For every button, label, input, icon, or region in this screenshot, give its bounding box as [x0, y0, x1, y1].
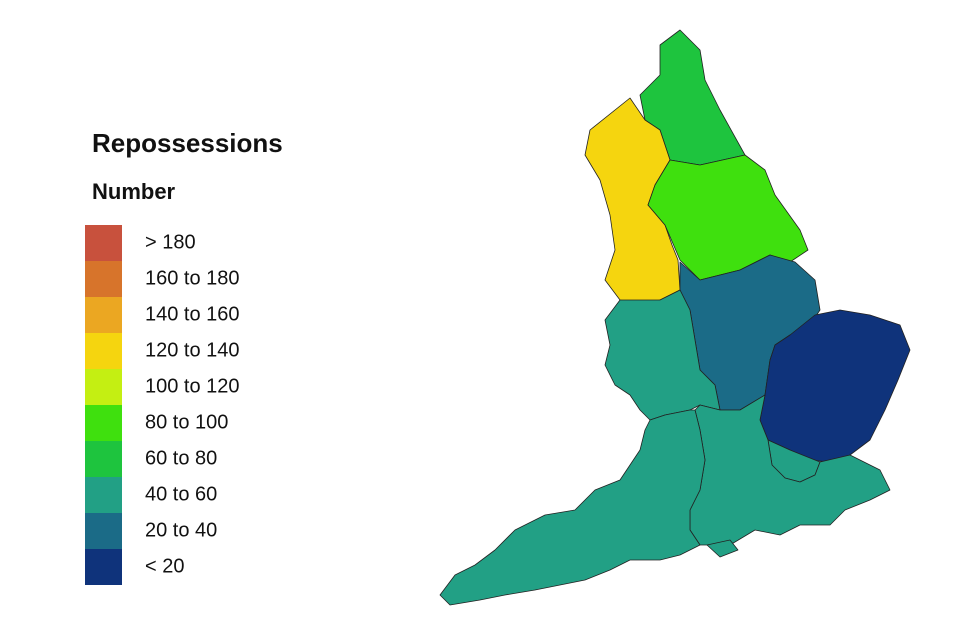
legend-label: 20 to 40	[145, 519, 217, 541]
legend-label: 100 to 120	[145, 375, 240, 397]
region	[439, 409, 706, 606]
legend-swatch	[85, 513, 122, 549]
legend-swatch	[85, 549, 122, 585]
legend-swatch	[85, 297, 122, 333]
legend-swatch	[85, 261, 122, 297]
legend-swatch	[85, 441, 122, 477]
legend-swatch	[85, 477, 122, 513]
legend-label: > 180	[145, 231, 196, 253]
legend: > 180 160 to 180 140 to 160 120 to 140 100 t…	[85, 225, 240, 585]
legend-label: 80 to 100	[145, 411, 228, 433]
legend-title: Repossessions	[92, 128, 283, 158]
legend-swatch	[85, 369, 122, 405]
legend-label: 40 to 60	[145, 483, 217, 505]
legend-swatch	[85, 225, 122, 261]
legend-subtitle: Number	[92, 179, 176, 204]
legend-label: 60 to 80	[145, 447, 217, 469]
legend-label: 120 to 140	[145, 339, 240, 361]
region	[706, 539, 739, 558]
legend-swatch	[85, 333, 122, 369]
region	[584, 97, 681, 306]
legend-label: 140 to 160	[145, 303, 240, 325]
england-map	[439, 29, 911, 606]
legend-swatch	[85, 405, 122, 441]
legend-label: 160 to 180	[145, 267, 240, 289]
legend-label: < 20	[145, 555, 184, 577]
